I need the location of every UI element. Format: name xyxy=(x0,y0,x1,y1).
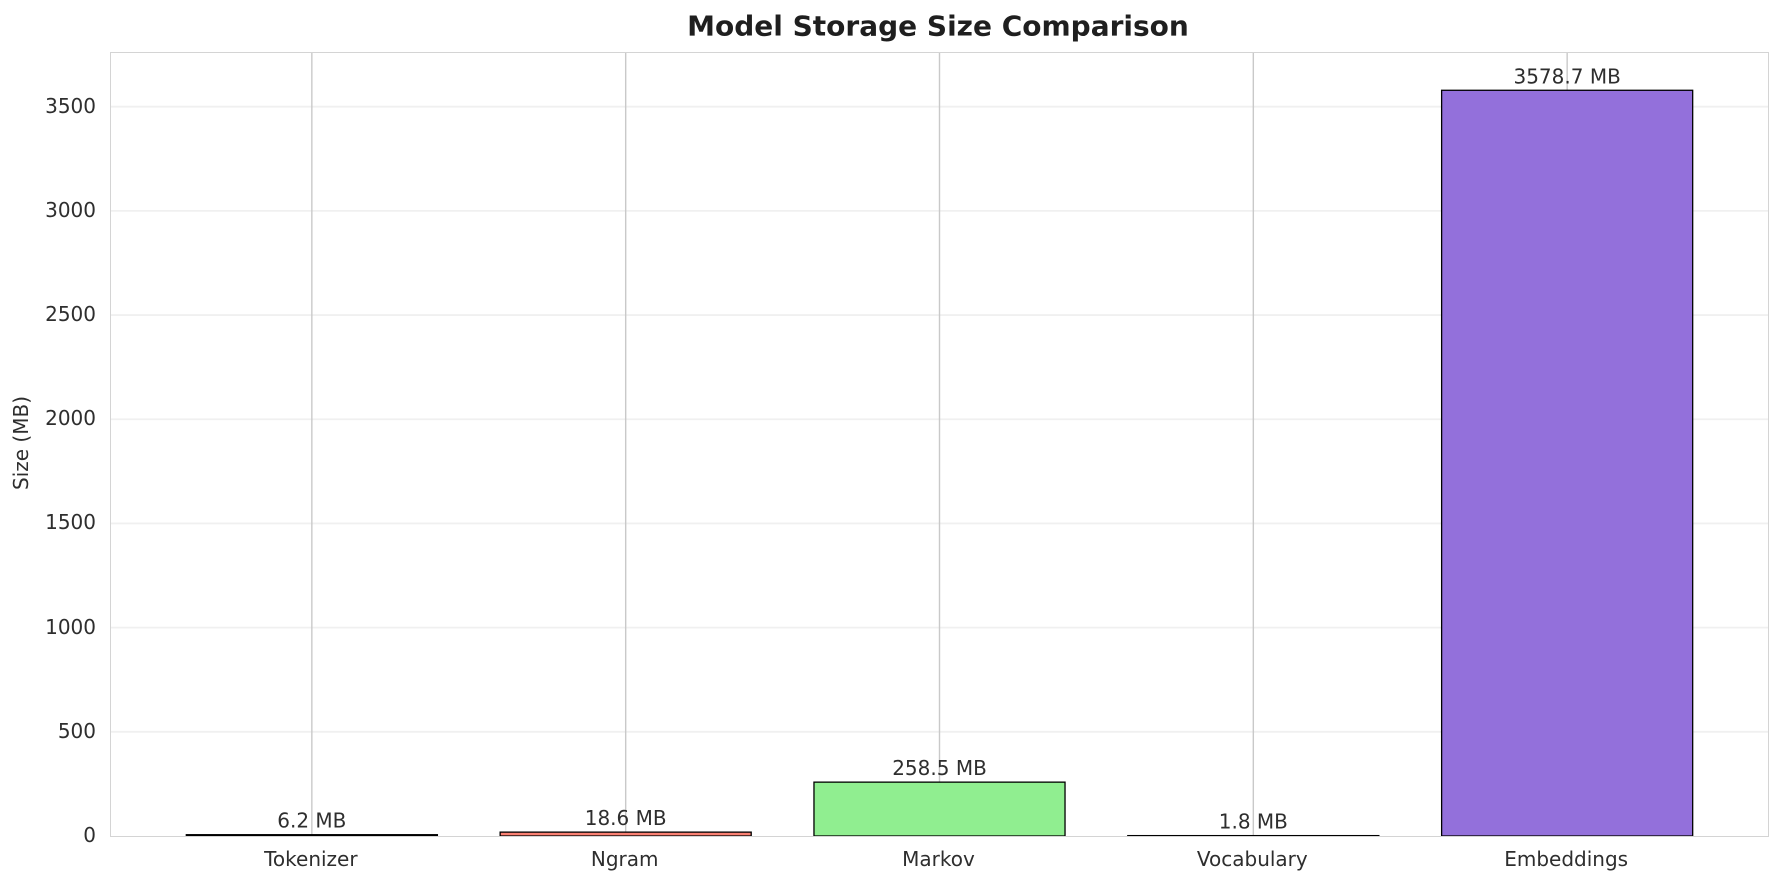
bar-ngram xyxy=(499,831,752,837)
plot-svg: 6.2 MB 18.6 MB 258.5 MB 1.8 MB 3578.7 MB xyxy=(111,53,1768,837)
bar-value-label: 1.8 MB xyxy=(1219,810,1288,834)
bar-markov xyxy=(813,781,1066,837)
x-tick-label-markov: Markov xyxy=(902,847,975,871)
bar-value-label: 258.5 MB xyxy=(892,756,987,780)
plot-area: 6.2 MB 18.6 MB 258.5 MB 1.8 MB 3578.7 MB xyxy=(110,52,1769,837)
bar-value-label: 3578.7 MB xyxy=(1513,64,1620,88)
x-tick-label-embeddings: Embeddings xyxy=(1504,847,1629,871)
y-tick-label: 1000 xyxy=(45,614,96,639)
x-tick-label-ngram: Ngram xyxy=(590,847,659,871)
chart-title: Model Storage Size Comparison xyxy=(687,9,1189,43)
bar-value-label: 6.2 MB xyxy=(277,809,346,833)
y-tick-label: 2000 xyxy=(45,406,96,431)
y-tick-label: 3500 xyxy=(45,93,96,118)
bar-embeddings xyxy=(1440,89,1694,837)
y-tick-label: 500 xyxy=(57,718,96,743)
y-tick-label: 1500 xyxy=(45,510,96,535)
y-tick-label: 2500 xyxy=(45,302,96,327)
x-tick-label-tokenizer: Tokenizer xyxy=(264,847,358,871)
y-tick-label: 0 xyxy=(83,823,96,847)
x-tick-label-vocabulary: Vocabulary xyxy=(1196,847,1308,871)
bar-tokenizer xyxy=(185,834,439,837)
y-tick-label: 3000 xyxy=(45,197,96,222)
bar-value-label: 18.6 MB xyxy=(585,806,667,830)
